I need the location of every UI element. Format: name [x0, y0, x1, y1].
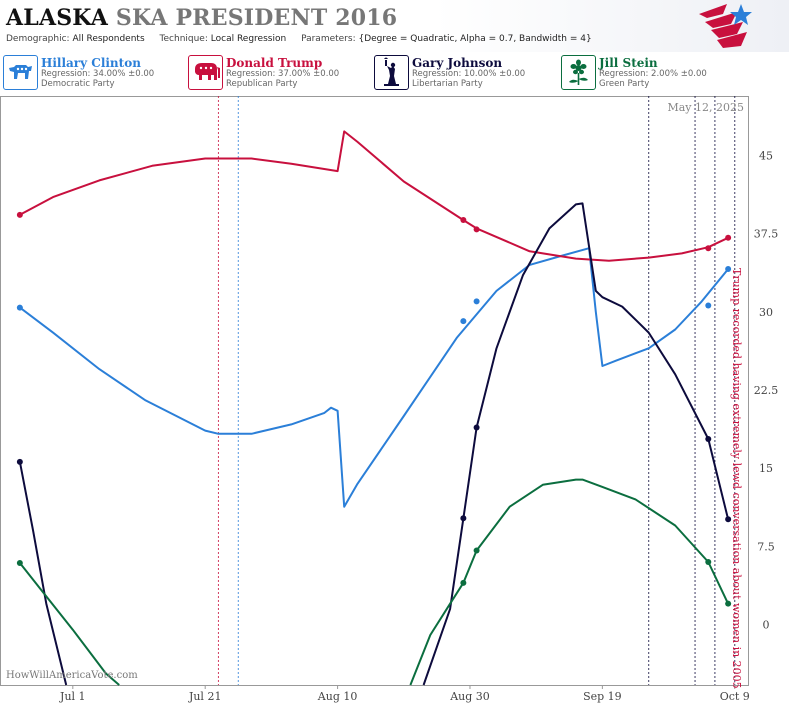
candidate-regression: Regression: 37.00% ±0.00	[226, 69, 340, 79]
x-tick-label: Jul 1	[59, 690, 86, 703]
series-line-3	[19, 478, 730, 686]
series-line-2	[18, 202, 730, 686]
flower-icon	[569, 59, 588, 85]
x-tick-label: Aug 30	[449, 690, 490, 703]
x-tick-label: Aug 10	[317, 690, 358, 703]
data-point	[16, 458, 23, 465]
event-annotation: Trump recorded having extremely lewd con…	[730, 268, 743, 689]
title-rest: SKA PRESIDENT 2016	[115, 5, 398, 31]
y-tick-label: 30	[759, 306, 773, 319]
data-point	[705, 302, 712, 309]
data-point	[460, 318, 467, 325]
demographic-value: All Respondents	[72, 34, 145, 44]
data-point	[725, 600, 732, 607]
date-label: May 12, 2025	[667, 101, 744, 114]
y-tick-label: 15	[759, 462, 773, 475]
data-point	[460, 579, 467, 586]
x-tick-label: Sep 19	[583, 690, 622, 703]
data-point	[460, 217, 467, 224]
parameters-label: Parameters:	[301, 34, 356, 44]
data-point	[473, 547, 480, 554]
candidate-name: Hillary Clinton	[41, 56, 141, 70]
title-state: ALASKA	[6, 5, 108, 31]
candidate-name: Gary Johnson	[412, 56, 503, 70]
candidate-icon-box	[374, 55, 409, 90]
data-point	[705, 435, 712, 442]
x-axis: Jul 1 Jul 21 Aug 10 Aug 30 Sep 19 Oct 9	[59, 685, 750, 703]
technique-value: Local Regression	[210, 34, 287, 44]
y-axis: 0 7.5 15 22.5 30 37.5 45	[754, 149, 779, 631]
plot-frame	[0, 96, 749, 686]
data-point	[473, 298, 480, 305]
y-tick-label: 45	[759, 149, 773, 162]
candidate-clinton: Hillary Clinton Regression: 34.00% ±0.00…	[3, 55, 183, 90]
candidate-regression: Regression: 34.00% ±0.00	[41, 69, 155, 79]
candidate-party: Democratic Party	[41, 79, 115, 89]
chart-title: ALASKA SKA PRESIDENT 2016	[6, 5, 397, 31]
candidate-party: Republican Party	[226, 79, 298, 89]
data-point	[725, 516, 732, 523]
x-tick-label: Oct 9	[720, 690, 750, 703]
data-point	[725, 234, 732, 241]
logo-icon	[699, 4, 752, 48]
series-lines	[18, 130, 730, 686]
data-point	[460, 515, 467, 522]
chart-area: Jul 1 Jul 21 Aug 10 Aug 30 Sep 19 Oct 9 0 7.5 1…	[0, 96, 779, 703]
data-point	[705, 558, 712, 565]
series-line-1	[19, 130, 729, 262]
x-tick-label: Jul 21	[188, 690, 222, 703]
y-tick-label: 22.5	[754, 384, 779, 397]
liberty-torch-icon	[384, 57, 399, 86]
data-point	[473, 424, 480, 431]
elephant-icon	[195, 63, 220, 80]
candidate-name: Jill Stein	[599, 56, 658, 70]
candidate-trump: Donald Trump Regression: 37.00% ±0.00 Re…	[188, 55, 368, 90]
candidate-party: Libertarian Party	[412, 79, 483, 89]
candidate-icon-box	[188, 55, 223, 90]
y-tick-label: 37.5	[754, 228, 779, 241]
data-point	[473, 226, 480, 233]
parameters-value: {Degree = Quadratic, Alpha = 0.7, Bandwi…	[358, 34, 592, 44]
y-tick-label: 0	[763, 619, 770, 632]
series-line-0	[19, 247, 729, 508]
candidate-johnson: Gary Johnson Regression: 10.00% ±0.00 Li…	[374, 55, 554, 90]
candidate-name: Donald Trump	[226, 56, 323, 70]
y-tick-label: 7.5	[757, 540, 775, 553]
data-point	[725, 266, 732, 273]
technique-label: Technique:	[159, 34, 208, 44]
donkey-icon	[9, 65, 32, 79]
data-point	[16, 560, 23, 567]
candidate-stein: Jill Stein Regression: 2.00% ±0.00 Green…	[561, 55, 741, 90]
watermark: HowWillAmericaVote.com	[6, 670, 138, 681]
parameters-line: Demographic: All Respondents Technique: …	[6, 34, 592, 44]
candidate-icon-box	[561, 55, 596, 90]
data-point	[705, 245, 712, 252]
data-points	[16, 211, 732, 607]
data-point	[16, 211, 23, 218]
data-point	[16, 304, 23, 311]
candidate-regression: Regression: 10.00% ±0.00	[412, 69, 526, 79]
candidate-regression: Regression: 2.00% ±0.00	[599, 69, 707, 79]
candidate-party: Green Party	[599, 79, 650, 89]
candidate-icon-box	[3, 55, 38, 90]
demographic-label: Demographic:	[6, 34, 70, 44]
header: ALASKA SKA PRESIDENT 2016 Demographic: A…	[0, 0, 789, 52]
